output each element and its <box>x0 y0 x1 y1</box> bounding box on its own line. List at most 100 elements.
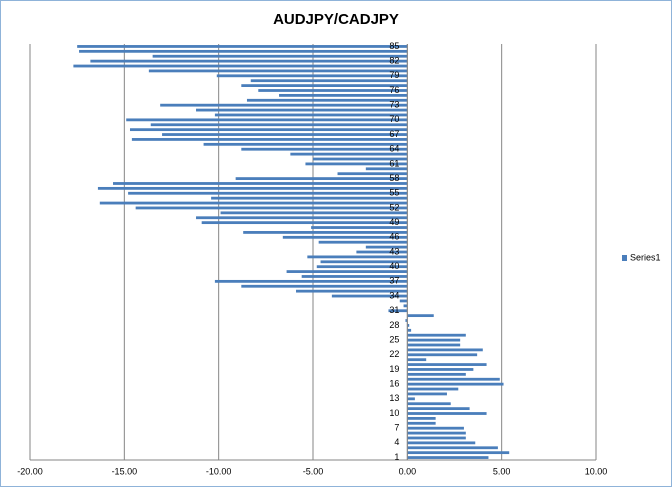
y-tick-label: 1 <box>394 452 399 462</box>
bar <box>407 387 459 391</box>
bar <box>250 79 408 83</box>
bar <box>365 167 408 171</box>
x-tick-label: 5.00 <box>493 466 511 476</box>
bar <box>407 436 466 440</box>
bar <box>407 456 489 459</box>
y-tick-label: 25 <box>389 334 399 344</box>
y-tick-label: 79 <box>389 70 399 80</box>
bar <box>316 265 408 269</box>
bar <box>388 309 408 313</box>
y-tick-label: 16 <box>389 379 399 389</box>
bar <box>405 319 408 322</box>
y-tick-label: 67 <box>389 129 399 139</box>
y-tick-label: 13 <box>389 393 399 403</box>
bar <box>301 275 408 278</box>
bar <box>196 108 408 112</box>
y-tick-label: 43 <box>389 246 399 256</box>
y-tick-label: 55 <box>389 188 399 198</box>
bar <box>399 299 408 303</box>
bar <box>305 162 408 166</box>
y-tick-label: 40 <box>389 261 399 271</box>
legend-label: Series1 <box>630 252 661 262</box>
bar <box>337 172 408 176</box>
bar <box>407 343 461 347</box>
bar <box>79 49 408 53</box>
bar <box>407 407 470 411</box>
bar <box>407 392 447 396</box>
bar <box>129 128 408 132</box>
bar <box>331 294 408 298</box>
bar <box>318 240 408 244</box>
bar <box>290 152 408 156</box>
bar <box>307 255 408 259</box>
bar <box>150 123 408 127</box>
x-tick-label: -10.00 <box>206 466 232 476</box>
y-tick-label: 10 <box>389 408 399 418</box>
bar <box>241 284 408 288</box>
bar <box>279 93 408 97</box>
bar <box>286 270 408 273</box>
bar <box>407 338 461 342</box>
bar <box>407 328 412 332</box>
bar <box>216 74 408 78</box>
bar <box>407 446 498 450</box>
bar <box>201 221 408 225</box>
bar <box>241 147 408 151</box>
bar <box>90 59 408 63</box>
y-tick-label: 4 <box>394 437 399 447</box>
bar <box>243 231 408 234</box>
bar <box>241 84 408 87</box>
y-tick-label: 46 <box>389 232 399 242</box>
y-tick-label: 61 <box>389 158 399 168</box>
bar <box>211 196 408 200</box>
y-tick-label: 76 <box>389 85 399 95</box>
bar <box>407 353 478 357</box>
bar <box>407 314 434 318</box>
bar <box>282 235 408 239</box>
bar <box>407 441 476 445</box>
y-tick-label: 34 <box>389 290 399 300</box>
bar <box>235 177 408 180</box>
x-tick-label: 10.00 <box>585 466 608 476</box>
bar <box>320 260 408 264</box>
bar <box>203 142 408 146</box>
bar <box>128 191 408 195</box>
bar <box>356 250 408 254</box>
bar <box>407 324 410 327</box>
bar <box>407 412 487 415</box>
bar <box>313 157 408 161</box>
x-tick-label: -15.00 <box>112 466 138 476</box>
bar <box>77 45 408 48</box>
bar <box>214 279 408 283</box>
bar <box>407 377 500 381</box>
bar <box>407 372 466 376</box>
y-tick-label: 52 <box>389 202 399 212</box>
y-tick-label: 64 <box>389 144 399 154</box>
bar <box>407 382 504 386</box>
y-tick-label: 28 <box>389 320 399 330</box>
chart-title: AUDJPY/CADJPY <box>273 11 399 28</box>
bar <box>403 304 408 308</box>
bar <box>160 103 408 107</box>
x-tick-label: -20.00 <box>17 466 43 476</box>
y-tick-label: 7 <box>394 423 399 433</box>
bar <box>135 206 408 210</box>
bar <box>214 113 408 117</box>
y-tick-label: 19 <box>389 364 399 374</box>
bar <box>258 89 408 92</box>
bar <box>407 368 474 371</box>
bar <box>126 118 408 122</box>
bar <box>407 363 487 366</box>
legend-swatch <box>622 255 627 261</box>
bar <box>196 216 408 220</box>
y-tick-label: 22 <box>389 349 399 359</box>
bar <box>407 348 483 352</box>
bar <box>99 201 408 205</box>
bar <box>407 333 466 337</box>
y-tick-label: 70 <box>389 114 399 124</box>
bar <box>407 421 436 425</box>
bar <box>407 417 436 420</box>
bar <box>97 186 408 190</box>
y-tick-label: 37 <box>389 276 399 286</box>
